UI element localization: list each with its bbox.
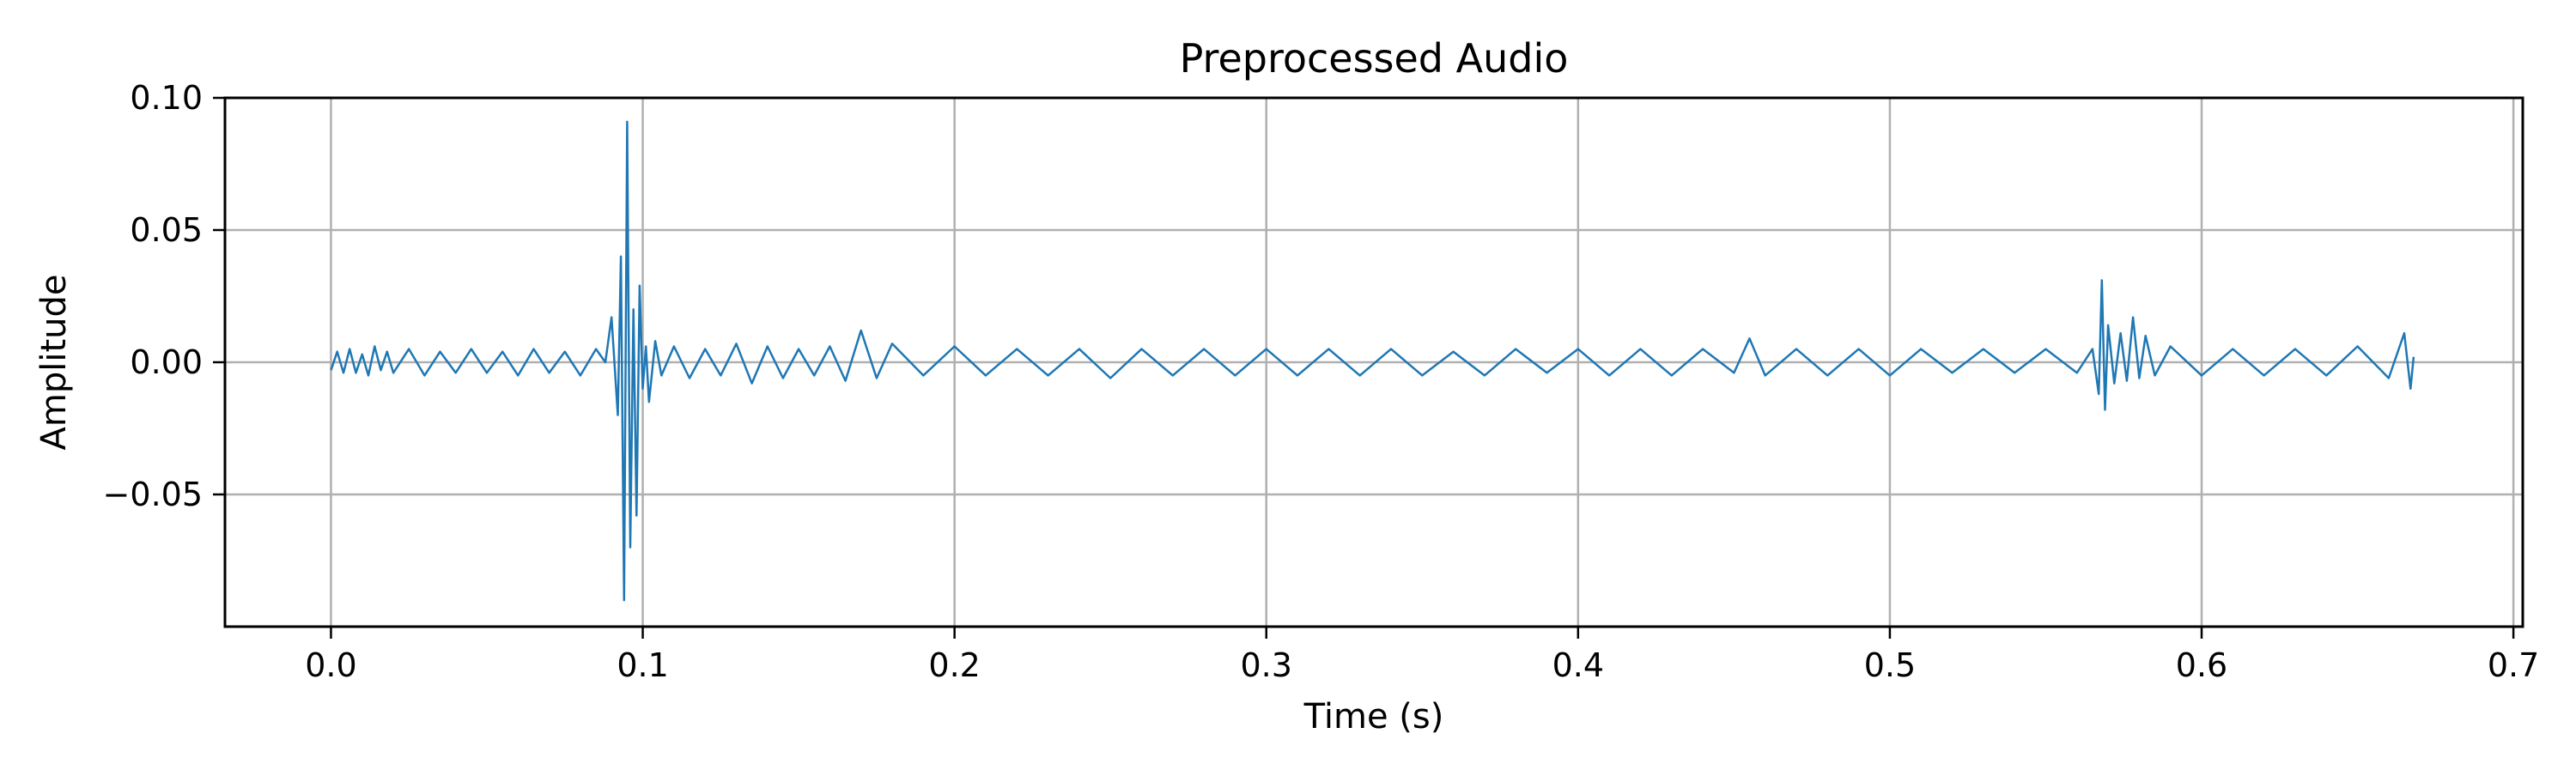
series-layer bbox=[330, 120, 2415, 602]
audio-waveform-line bbox=[330, 120, 2415, 602]
y-tick-label: −0.05 bbox=[103, 476, 203, 513]
y-tick-label: 0.10 bbox=[130, 79, 203, 117]
x-tick-label: 0.3 bbox=[1241, 646, 1292, 684]
x-tick-label: 0.0 bbox=[305, 646, 356, 684]
x-tick-label: 0.2 bbox=[928, 646, 980, 684]
y-tick-label: 0.05 bbox=[130, 211, 203, 249]
x-axis-label: Time (s) bbox=[1303, 697, 1444, 737]
x-tick-label: 0.4 bbox=[1552, 646, 1604, 684]
chart-title: Preprocessed Audio bbox=[1180, 35, 1569, 82]
x-tick-label: 0.6 bbox=[2176, 646, 2227, 684]
x-tick-label: 0.1 bbox=[617, 646, 668, 684]
tick-layer: 0.0 0.1 0.2 0.3 0.4 0.5 0.6 0.7 −0.05 0.00 0.05 0.1… bbox=[103, 79, 2540, 684]
x-tick-label: 0.7 bbox=[2488, 646, 2539, 684]
y-tick-label: 0.00 bbox=[130, 343, 203, 381]
x-tick-label: 0.5 bbox=[1864, 646, 1916, 684]
y-axis-label: Amplitude bbox=[34, 275, 74, 451]
